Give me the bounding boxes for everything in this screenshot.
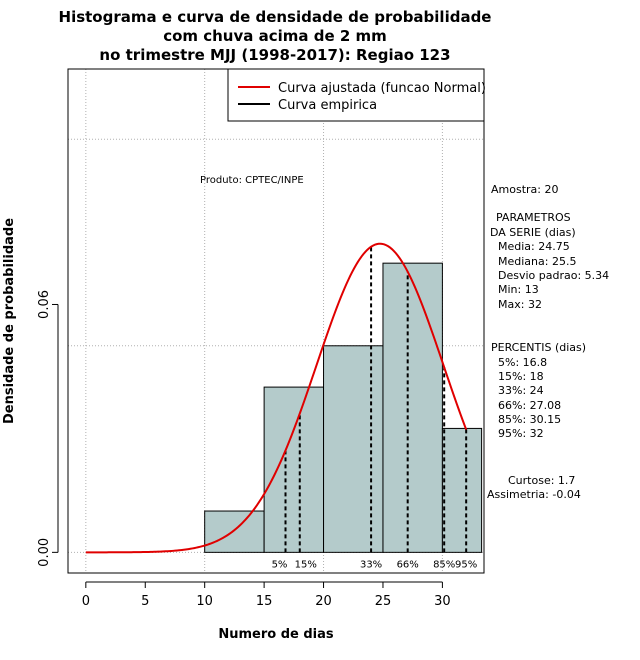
stat-p33: 33%: 24 [498, 384, 544, 397]
histogram-bar [204, 510, 265, 553]
percentile-label: 95% [455, 559, 477, 570]
normal-curve [85, 242, 468, 554]
stat-skewness: Assimetria: -0.04 [487, 488, 581, 501]
chart-title-line3: no trimestre MJJ (1998-2017): Regiao 123 [99, 46, 450, 64]
stats-panel: Amostra: 20 PARAMETROS DA SERIE (dias) M… [487, 183, 609, 501]
x-tick-label: 15 [256, 594, 273, 609]
stat-min: Min: 13 [498, 283, 539, 296]
x-tick-label: 30 [434, 594, 451, 609]
percentile-lines [284, 246, 468, 553]
stat-sd: Desvio padrao: 5.34 [498, 269, 609, 282]
stat-p95: 95%: 32 [498, 427, 544, 440]
x-axis: 0 5 10 15 20 25 30 [82, 581, 451, 609]
x-tick-label: 10 [196, 594, 213, 609]
y-axis-label: Densidade de probabilidade [2, 218, 17, 424]
stat-p15: 15%: 18 [498, 370, 544, 383]
percentile-label: 66% [397, 559, 419, 570]
product-note: Produto: CPTEC/INPE [200, 175, 304, 186]
stat-p85: 85%: 30.15 [498, 413, 561, 426]
legend-empirical-label: Curva empirica [278, 98, 377, 113]
x-tick-label: 0 [82, 594, 90, 609]
legend-box [227, 68, 485, 122]
histogram-bars [204, 262, 483, 553]
stat-max: Max: 32 [498, 298, 542, 311]
x-tick-label: 5 [141, 594, 149, 609]
stat-kurtosis: Curtose: 1.7 [508, 474, 575, 487]
legend: Curva ajustada (funcao Normal) Curva emp… [227, 68, 486, 122]
stat-sample: Amostra: 20 [491, 183, 558, 196]
stat-mean: Media: 24.75 [498, 240, 570, 253]
y-tick-label: 0.06 [37, 290, 52, 319]
y-axis: 0.00 0.06 [37, 290, 59, 567]
chart-title-line1: Histograma e curva de densidade de proba… [59, 8, 492, 26]
percentile-label: 85% [433, 559, 455, 570]
histogram-bar [323, 345, 384, 553]
y-tick-label: 0.00 [37, 538, 52, 567]
chart-title-line2: com chuva acima de 2 mm [163, 27, 387, 45]
stat-percentiles-title: PERCENTIS (dias) [491, 341, 586, 354]
percentile-label: 5% [272, 559, 288, 570]
x-axis-label: Numero de dias [218, 627, 334, 642]
percentile-labels: 5% 15% 33% 66% 85% 95% [272, 559, 478, 570]
stat-params-title1: PARAMETROS [496, 211, 571, 224]
stat-p66: 66%: 27.08 [498, 399, 561, 412]
x-tick-label: 20 [315, 594, 332, 609]
stat-params-title2: DA SERIE (dias) [490, 226, 576, 239]
histogram-bar [382, 262, 443, 553]
stat-median: Mediana: 25.5 [498, 255, 576, 268]
histogram-bar [263, 386, 325, 553]
x-tick-label: 25 [375, 594, 392, 609]
percentile-label: 15% [295, 559, 317, 570]
histogram-bar [441, 427, 483, 553]
percentile-label: 33% [360, 559, 382, 570]
legend-normal-label: Curva ajustada (funcao Normal) [278, 81, 486, 96]
stat-p5: 5%: 16.8 [498, 356, 547, 369]
